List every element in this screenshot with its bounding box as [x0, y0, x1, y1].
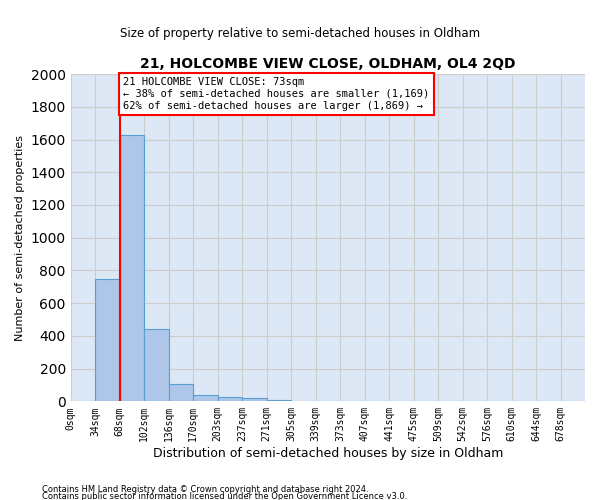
- Bar: [95, 279, 119, 402]
- Bar: [218, 397, 242, 402]
- Bar: [242, 398, 266, 402]
- Bar: [169, 384, 193, 402]
- Text: Contains HM Land Registry data © Crown copyright and database right 2024.: Contains HM Land Registry data © Crown c…: [42, 486, 368, 494]
- Bar: [193, 395, 218, 402]
- Text: Contains public sector information licensed under the Open Government Licence v3: Contains public sector information licen…: [42, 492, 407, 500]
- Title: 21, HOLCOMBE VIEW CLOSE, OLDHAM, OL4 2QD: 21, HOLCOMBE VIEW CLOSE, OLDHAM, OL4 2QD: [140, 58, 515, 71]
- X-axis label: Distribution of semi-detached houses by size in Oldham: Distribution of semi-detached houses by …: [152, 447, 503, 460]
- Text: Size of property relative to semi-detached houses in Oldham: Size of property relative to semi-detach…: [120, 28, 480, 40]
- Bar: [266, 400, 291, 402]
- Text: 21 HOLCOMBE VIEW CLOSE: 73sqm
← 38% of semi-detached houses are smaller (1,169)
: 21 HOLCOMBE VIEW CLOSE: 73sqm ← 38% of s…: [124, 78, 430, 110]
- Y-axis label: Number of semi-detached properties: Number of semi-detached properties: [15, 134, 25, 340]
- Bar: [119, 134, 144, 402]
- Bar: [144, 329, 169, 402]
